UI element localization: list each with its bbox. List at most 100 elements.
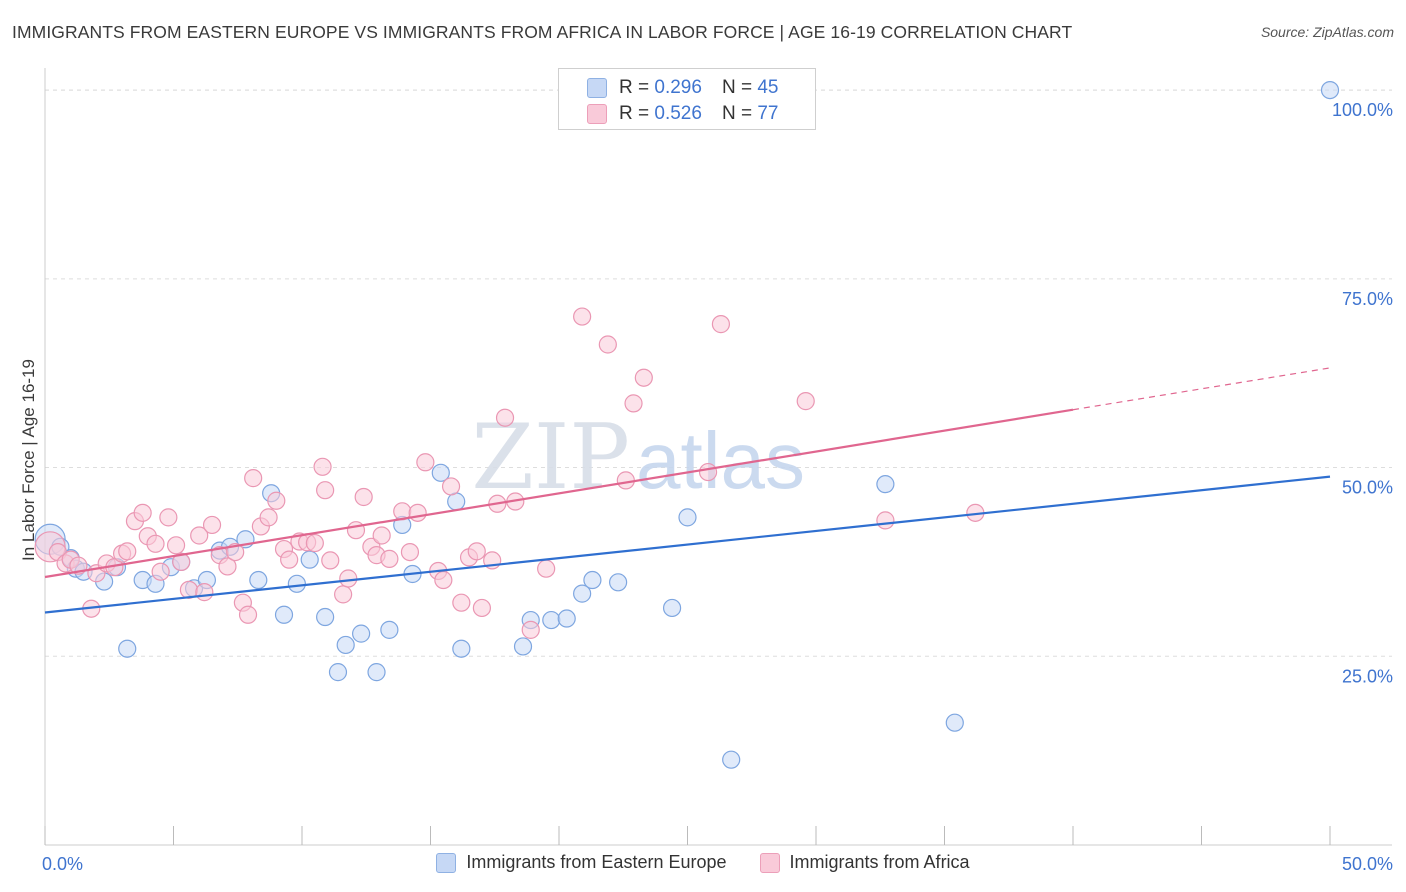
x-tick-label: 50.0% xyxy=(1342,854,1393,874)
eastern-europe-point xyxy=(513,637,533,656)
bottom-legend: Immigrants from Eastern Europe Immigrant… xyxy=(0,852,1406,878)
legend-label: Immigrants from Africa xyxy=(789,852,970,872)
africa-point xyxy=(321,551,340,570)
eastern-europe-point xyxy=(431,463,450,482)
n-label: N = xyxy=(721,77,753,98)
africa-point xyxy=(118,542,137,561)
africa-point xyxy=(354,487,373,507)
x-tick-label: 0.0% xyxy=(42,854,83,874)
africa-point xyxy=(238,605,258,624)
africa-point xyxy=(495,408,515,427)
africa-point xyxy=(537,559,556,578)
africa-point xyxy=(400,542,420,562)
africa-point xyxy=(313,457,332,476)
africa-point xyxy=(146,534,165,553)
eastern-europe-point xyxy=(609,573,628,592)
africa-point xyxy=(634,368,653,387)
africa-point xyxy=(408,503,427,522)
eastern-europe-point xyxy=(118,639,137,658)
africa-point xyxy=(434,570,453,590)
eastern-europe-point xyxy=(352,624,371,643)
africa-point xyxy=(305,533,324,553)
africa-point xyxy=(218,557,237,576)
eastern-europe-point xyxy=(367,663,386,682)
africa-point xyxy=(598,335,617,354)
africa-point xyxy=(334,585,353,604)
africa-point xyxy=(876,511,895,530)
africa-point xyxy=(172,552,191,572)
africa-point xyxy=(259,508,278,527)
trend-lines xyxy=(44,367,1331,614)
source-label: Source: ZipAtlas.com xyxy=(1260,24,1394,40)
africa-point xyxy=(521,620,540,639)
gridlines xyxy=(45,89,1392,657)
eastern-europe-point xyxy=(557,609,576,628)
stats-swatch-pink xyxy=(587,104,607,124)
africa-point xyxy=(190,526,209,545)
africa-point xyxy=(698,462,718,482)
eastern-europe-point xyxy=(328,663,348,682)
eastern-europe-point xyxy=(678,508,697,527)
r-value: 0.296 xyxy=(654,77,702,98)
legend-item-africa[interactable]: Immigrants from Africa xyxy=(759,852,970,873)
africa-point xyxy=(151,562,170,581)
africa-point xyxy=(202,515,222,535)
africa-point xyxy=(416,453,435,472)
eastern-europe-point xyxy=(336,635,355,655)
eastern-europe-trend-line xyxy=(44,475,1331,614)
stats-row-eastern-europe: R = 0.296 N = 45 xyxy=(587,76,778,100)
eastern-europe-point xyxy=(316,607,335,627)
africa-point xyxy=(133,503,152,522)
africa-point xyxy=(452,593,471,612)
legend-swatch-blue xyxy=(436,852,457,873)
eastern-europe-point xyxy=(583,570,602,590)
africa-point xyxy=(472,598,491,618)
africa-trend-line xyxy=(44,408,1074,579)
africa-trend-extension xyxy=(1072,367,1331,411)
africa-point xyxy=(616,471,635,490)
africa-point xyxy=(267,491,286,510)
r-value: 0.526 xyxy=(654,103,702,124)
chart-title: IMMIGRANTS FROM EASTERN EUROPE VS IMMIGR… xyxy=(12,22,1073,42)
africa-point xyxy=(573,307,592,326)
eastern-europe-point xyxy=(287,574,306,593)
eastern-europe-point xyxy=(876,475,895,494)
n-value: 45 xyxy=(757,77,779,98)
watermark-atlas: atlas xyxy=(636,416,805,505)
stats-row-africa: R = 0.526 N = 77 xyxy=(587,102,778,126)
y-tick-label: 75.0% xyxy=(1342,289,1393,309)
stats-legend: R = 0.296 N = 45 R = 0.526 N = 77 xyxy=(558,68,816,130)
africa-point xyxy=(195,583,214,602)
africa-point xyxy=(339,569,358,588)
tick-labels: 25.0% 50.0% 75.0% 100.0% 0.0% 50.0% xyxy=(42,100,1393,874)
legend-label: Immigrants from Eastern Europe xyxy=(466,852,727,872)
eastern-europe-point xyxy=(722,750,741,769)
axes xyxy=(44,68,1392,846)
eastern-europe-point xyxy=(945,713,964,732)
y-axis-label: In Labor Force | Age 16-19 xyxy=(19,359,38,561)
y-tick-label: 25.0% xyxy=(1342,666,1393,686)
stats-swatch-blue xyxy=(587,78,607,98)
africa-point xyxy=(244,469,263,488)
eastern-europe-point xyxy=(662,598,682,618)
eastern-europe-point xyxy=(452,639,471,658)
africa-point xyxy=(316,481,335,500)
r-label: R = xyxy=(619,103,650,124)
africa-point xyxy=(346,521,366,540)
eastern-europe-point xyxy=(300,550,319,569)
eastern-europe-point xyxy=(573,584,592,603)
n-value: 77 xyxy=(757,103,779,124)
africa-point xyxy=(159,508,178,527)
africa-point xyxy=(711,315,731,334)
africa-point xyxy=(280,550,299,569)
africa-point xyxy=(372,526,391,545)
watermark: ZIP atlas xyxy=(471,405,805,510)
africa-point xyxy=(796,392,815,411)
eastern-europe-point xyxy=(380,620,399,639)
legend-swatch-pink xyxy=(759,852,780,873)
africa-point xyxy=(380,549,399,568)
africa-point xyxy=(467,542,486,561)
n-label: N = xyxy=(721,103,753,124)
legend-item-eastern-europe[interactable]: Immigrants from Eastern Europe xyxy=(436,852,727,873)
